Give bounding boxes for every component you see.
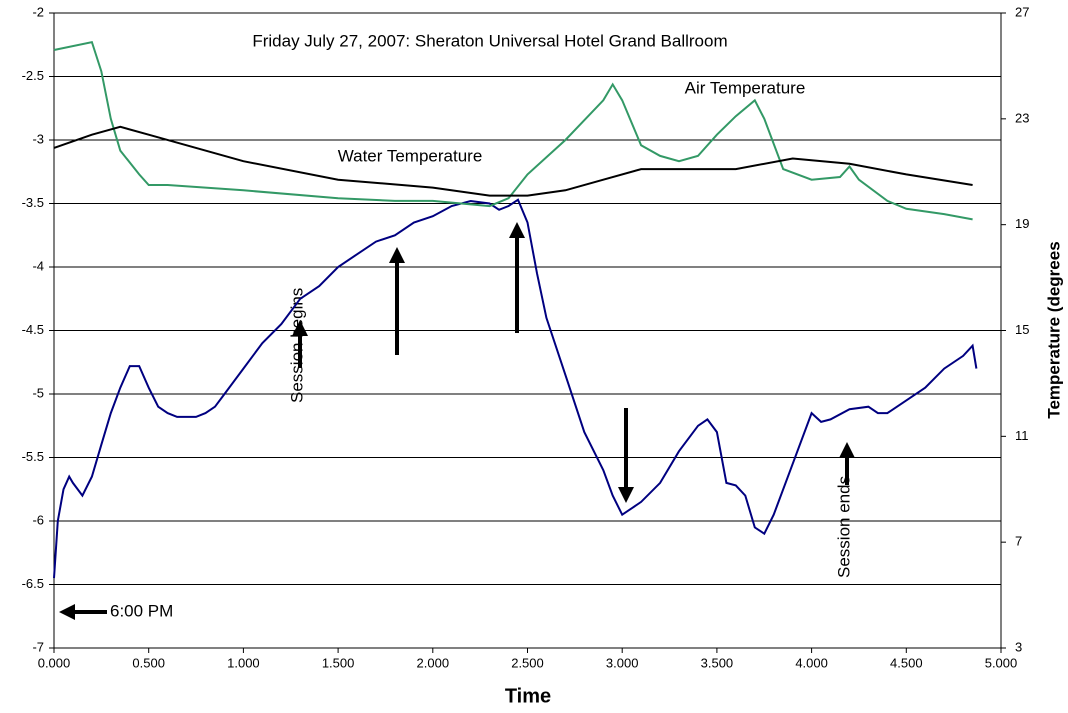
- y-tick-label: -6: [32, 512, 44, 527]
- y-tick-label: -3: [32, 131, 44, 146]
- y-tick-label: -6.5: [22, 576, 44, 591]
- y2-tick-label: 27: [1015, 4, 1029, 19]
- series-line: [53, 198, 978, 579]
- y-tick-label: -2.5: [22, 68, 44, 83]
- session-ends: Session ends: [834, 476, 853, 578]
- x-axis-label: Time: [505, 685, 551, 707]
- y2-axis-label: Temperature (degrees: [1044, 241, 1063, 418]
- y-tick-label: -5.5: [22, 449, 44, 464]
- y2-tick-label: 23: [1015, 110, 1029, 125]
- y-tick-label: -2: [32, 4, 44, 19]
- water-label: Water Temperature: [338, 146, 483, 165]
- x-tick-label: 0.500: [132, 655, 165, 670]
- session-begins: Session begins: [287, 288, 306, 403]
- time-label: 6:00 PM: [110, 601, 173, 620]
- air-label: Air Temperature: [685, 78, 806, 97]
- y2-tick-label: 19: [1015, 216, 1029, 231]
- y2-tick-label: 11: [1015, 428, 1029, 443]
- y-tick-label: -4.5: [22, 322, 44, 337]
- y2-tick-label: 3: [1015, 639, 1022, 654]
- y-tick-label: -3.5: [22, 195, 44, 210]
- y2-tick-label: 7: [1015, 534, 1022, 549]
- grid: [54, 12, 1001, 649]
- x-tick-label: 5.000: [985, 655, 1018, 670]
- y2-tick-label: 15: [1015, 322, 1029, 337]
- x-tick-label: 1.500: [322, 655, 355, 670]
- y-tick-label: -7: [32, 639, 44, 654]
- x-tick-label: 4.000: [795, 655, 828, 670]
- x-tick-label: 2.500: [511, 655, 544, 670]
- arrows: [59, 222, 855, 620]
- series-line: [53, 125, 973, 197]
- chart-title: Friday July 27, 2007: Sheraton Universal…: [252, 31, 727, 50]
- y-tick-label: -4: [32, 258, 44, 273]
- x-tick-label: 2.000: [417, 655, 450, 670]
- y-tick-label: -5: [32, 385, 44, 400]
- x-tick-label: 3.500: [701, 655, 734, 670]
- x-tick-label: 0.000: [38, 655, 71, 670]
- x-tick-label: 4.500: [890, 655, 923, 670]
- series-line: [53, 40, 973, 221]
- x-tick-label: 3.000: [606, 655, 639, 670]
- x-tick-label: 1.000: [227, 655, 260, 670]
